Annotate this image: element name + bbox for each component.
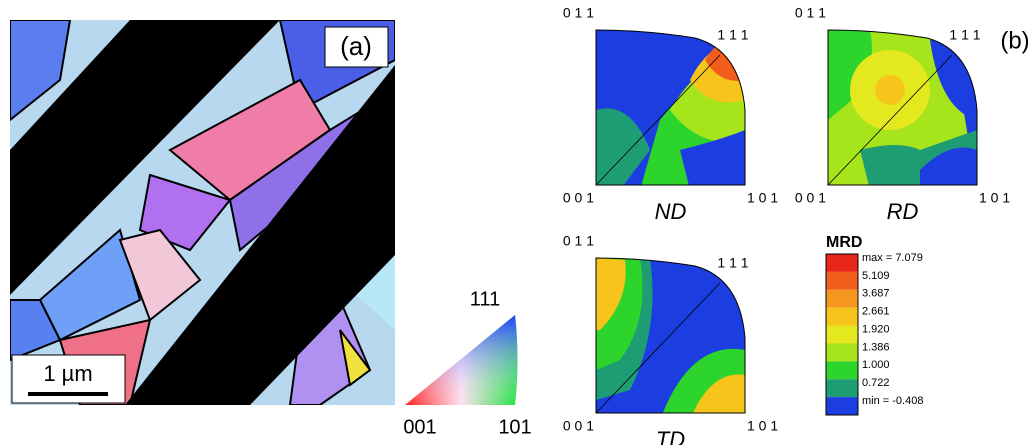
legend-swatch [826, 343, 858, 361]
legend-label: min = -0.408 [862, 395, 923, 407]
key-label: 001 [403, 416, 436, 438]
legend-swatch [826, 361, 858, 379]
legend-swatch [826, 272, 858, 290]
ebsd-map [10, 20, 395, 405]
contour [875, 75, 905, 105]
corner-label: 1 1 1 [717, 27, 748, 43]
pole-figure [596, 258, 750, 420]
figure: (a) 1 µm 111 001 101 (b) MRD 0 1 1 1 1 1 0… [0, 0, 1036, 445]
legend-label: 3.687 [862, 288, 890, 300]
panel-label: (b) [1000, 27, 1029, 54]
corner-label: 1 1 1 [949, 27, 980, 43]
scale-bar-label: 1 µm [43, 361, 92, 386]
corner-label: 1 0 1 [979, 190, 1010, 206]
corner-label: 0 0 1 [563, 190, 594, 206]
corner-label: 1 1 1 [717, 255, 748, 271]
key-label: 101 [498, 416, 531, 438]
corner-label: 0 1 1 [795, 5, 826, 21]
legend-swatch [826, 254, 858, 272]
legend-label: max = 7.079 [862, 252, 923, 264]
key-label: 111 [470, 288, 500, 310]
legend-swatch [826, 379, 858, 397]
panel-label: (a) [340, 31, 372, 61]
legend-swatch [826, 397, 858, 415]
corner-label: 0 0 1 [795, 190, 826, 206]
pole-figure-name: RD [887, 199, 919, 224]
legend-swatch [826, 308, 858, 326]
corner-label: 0 1 1 [563, 233, 594, 249]
legend-label: 5.109 [862, 270, 890, 282]
corner-label: 0 1 1 [563, 5, 594, 21]
legend-swatch [826, 290, 858, 308]
corner-label: 1 0 1 [747, 190, 778, 206]
legend-label: 0.722 [862, 377, 890, 389]
legend-swatch [826, 326, 858, 344]
pole-figure [828, 30, 977, 190]
legend-label: 1.000 [862, 359, 890, 371]
legend-title: MRD [826, 234, 862, 251]
pole-figure-name: TD [656, 427, 685, 445]
corner-label: 0 0 1 [563, 418, 594, 434]
pole-figure-name: ND [655, 199, 687, 224]
pole-figure [596, 30, 760, 190]
legend-label: 1.386 [862, 341, 890, 353]
corner-label: 1 0 1 [747, 418, 778, 434]
legend-label: 1.920 [862, 323, 890, 335]
color-key [405, 315, 518, 405]
legend-label: 2.661 [862, 306, 890, 318]
